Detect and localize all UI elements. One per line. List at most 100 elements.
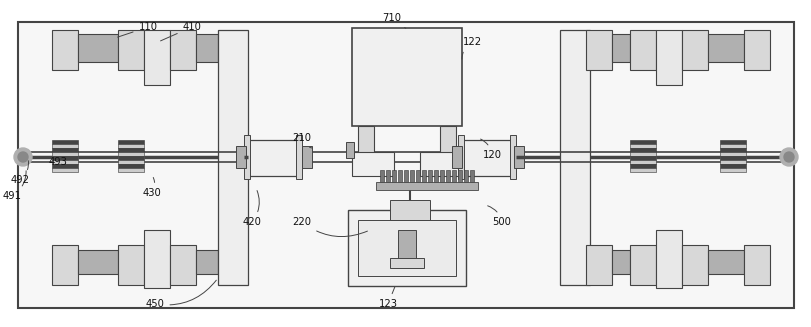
Text: 420: 420 <box>242 191 261 227</box>
Bar <box>611 250 629 274</box>
Bar <box>348 210 466 286</box>
Bar <box>247 140 298 176</box>
Bar <box>118 245 144 285</box>
Bar <box>586 30 611 70</box>
Text: 491: 491 <box>2 171 26 201</box>
Bar <box>375 182 478 190</box>
Bar <box>743 30 769 70</box>
Bar <box>445 170 449 184</box>
Circle shape <box>18 152 28 162</box>
Bar <box>345 142 354 158</box>
Bar <box>743 245 769 285</box>
Text: 492: 492 <box>11 161 29 185</box>
Bar <box>397 230 415 262</box>
Bar <box>707 250 743 274</box>
Bar <box>195 250 217 274</box>
Bar <box>629 245 655 285</box>
Bar <box>433 170 437 184</box>
Bar <box>452 170 456 184</box>
Bar <box>719 164 745 167</box>
Bar <box>52 164 78 167</box>
Text: 220: 220 <box>292 217 367 237</box>
Bar <box>358 126 374 156</box>
Bar <box>452 146 461 168</box>
Bar <box>236 146 246 168</box>
Bar <box>629 140 655 144</box>
Bar <box>410 170 414 184</box>
Bar <box>78 250 118 274</box>
Bar <box>385 170 389 184</box>
Text: 500: 500 <box>487 206 511 227</box>
Bar <box>169 30 195 70</box>
Text: 710: 710 <box>382 13 406 28</box>
Bar <box>470 170 474 184</box>
Bar <box>415 170 419 184</box>
Text: 110: 110 <box>118 22 157 37</box>
Bar <box>461 140 512 176</box>
Bar <box>560 30 590 285</box>
Bar <box>389 258 423 268</box>
Bar <box>629 148 655 151</box>
Bar <box>169 245 195 285</box>
Bar <box>302 146 311 168</box>
Bar <box>611 34 629 62</box>
Bar <box>144 30 169 85</box>
Bar <box>655 30 681 85</box>
Bar <box>52 168 78 171</box>
Bar <box>427 170 431 184</box>
Bar <box>719 160 745 164</box>
Bar <box>419 152 461 176</box>
Bar <box>629 164 655 167</box>
Bar <box>144 230 169 288</box>
Bar <box>52 152 78 156</box>
Bar <box>18 22 793 308</box>
Bar <box>392 170 396 184</box>
Bar <box>78 34 118 62</box>
Bar <box>513 146 523 168</box>
Bar <box>719 152 745 156</box>
Bar <box>52 140 78 144</box>
Bar <box>457 170 461 184</box>
Bar <box>351 28 461 126</box>
Bar <box>52 245 78 285</box>
Text: 450: 450 <box>145 280 216 309</box>
Bar <box>404 170 407 184</box>
Bar <box>629 30 655 70</box>
Bar <box>52 144 78 147</box>
Text: 123: 123 <box>378 286 397 309</box>
Bar <box>195 34 217 62</box>
Bar <box>296 135 302 179</box>
Bar <box>440 170 444 184</box>
Bar <box>719 168 745 171</box>
Bar <box>681 245 707 285</box>
Bar <box>509 135 515 179</box>
Bar <box>655 230 681 288</box>
Bar <box>52 156 78 160</box>
Bar <box>460 142 467 158</box>
Text: 410: 410 <box>161 22 201 41</box>
Bar <box>118 156 144 160</box>
Text: 210: 210 <box>292 133 311 148</box>
Circle shape <box>14 148 32 166</box>
Bar <box>397 170 401 184</box>
Bar <box>719 156 745 160</box>
Bar <box>707 34 743 62</box>
Bar <box>719 140 745 144</box>
Bar <box>380 170 384 184</box>
Bar <box>118 30 144 70</box>
Bar <box>118 168 144 171</box>
Bar <box>629 144 655 147</box>
Bar <box>52 148 78 151</box>
Bar <box>118 144 144 147</box>
Bar <box>243 135 250 179</box>
Text: 430: 430 <box>143 178 161 198</box>
Circle shape <box>783 152 793 162</box>
Bar <box>586 245 611 285</box>
Bar <box>118 152 144 156</box>
Bar <box>52 160 78 164</box>
Bar <box>719 144 745 147</box>
Bar <box>629 152 655 156</box>
Bar <box>358 220 456 276</box>
Bar <box>457 135 463 179</box>
Text: 120: 120 <box>480 139 501 160</box>
